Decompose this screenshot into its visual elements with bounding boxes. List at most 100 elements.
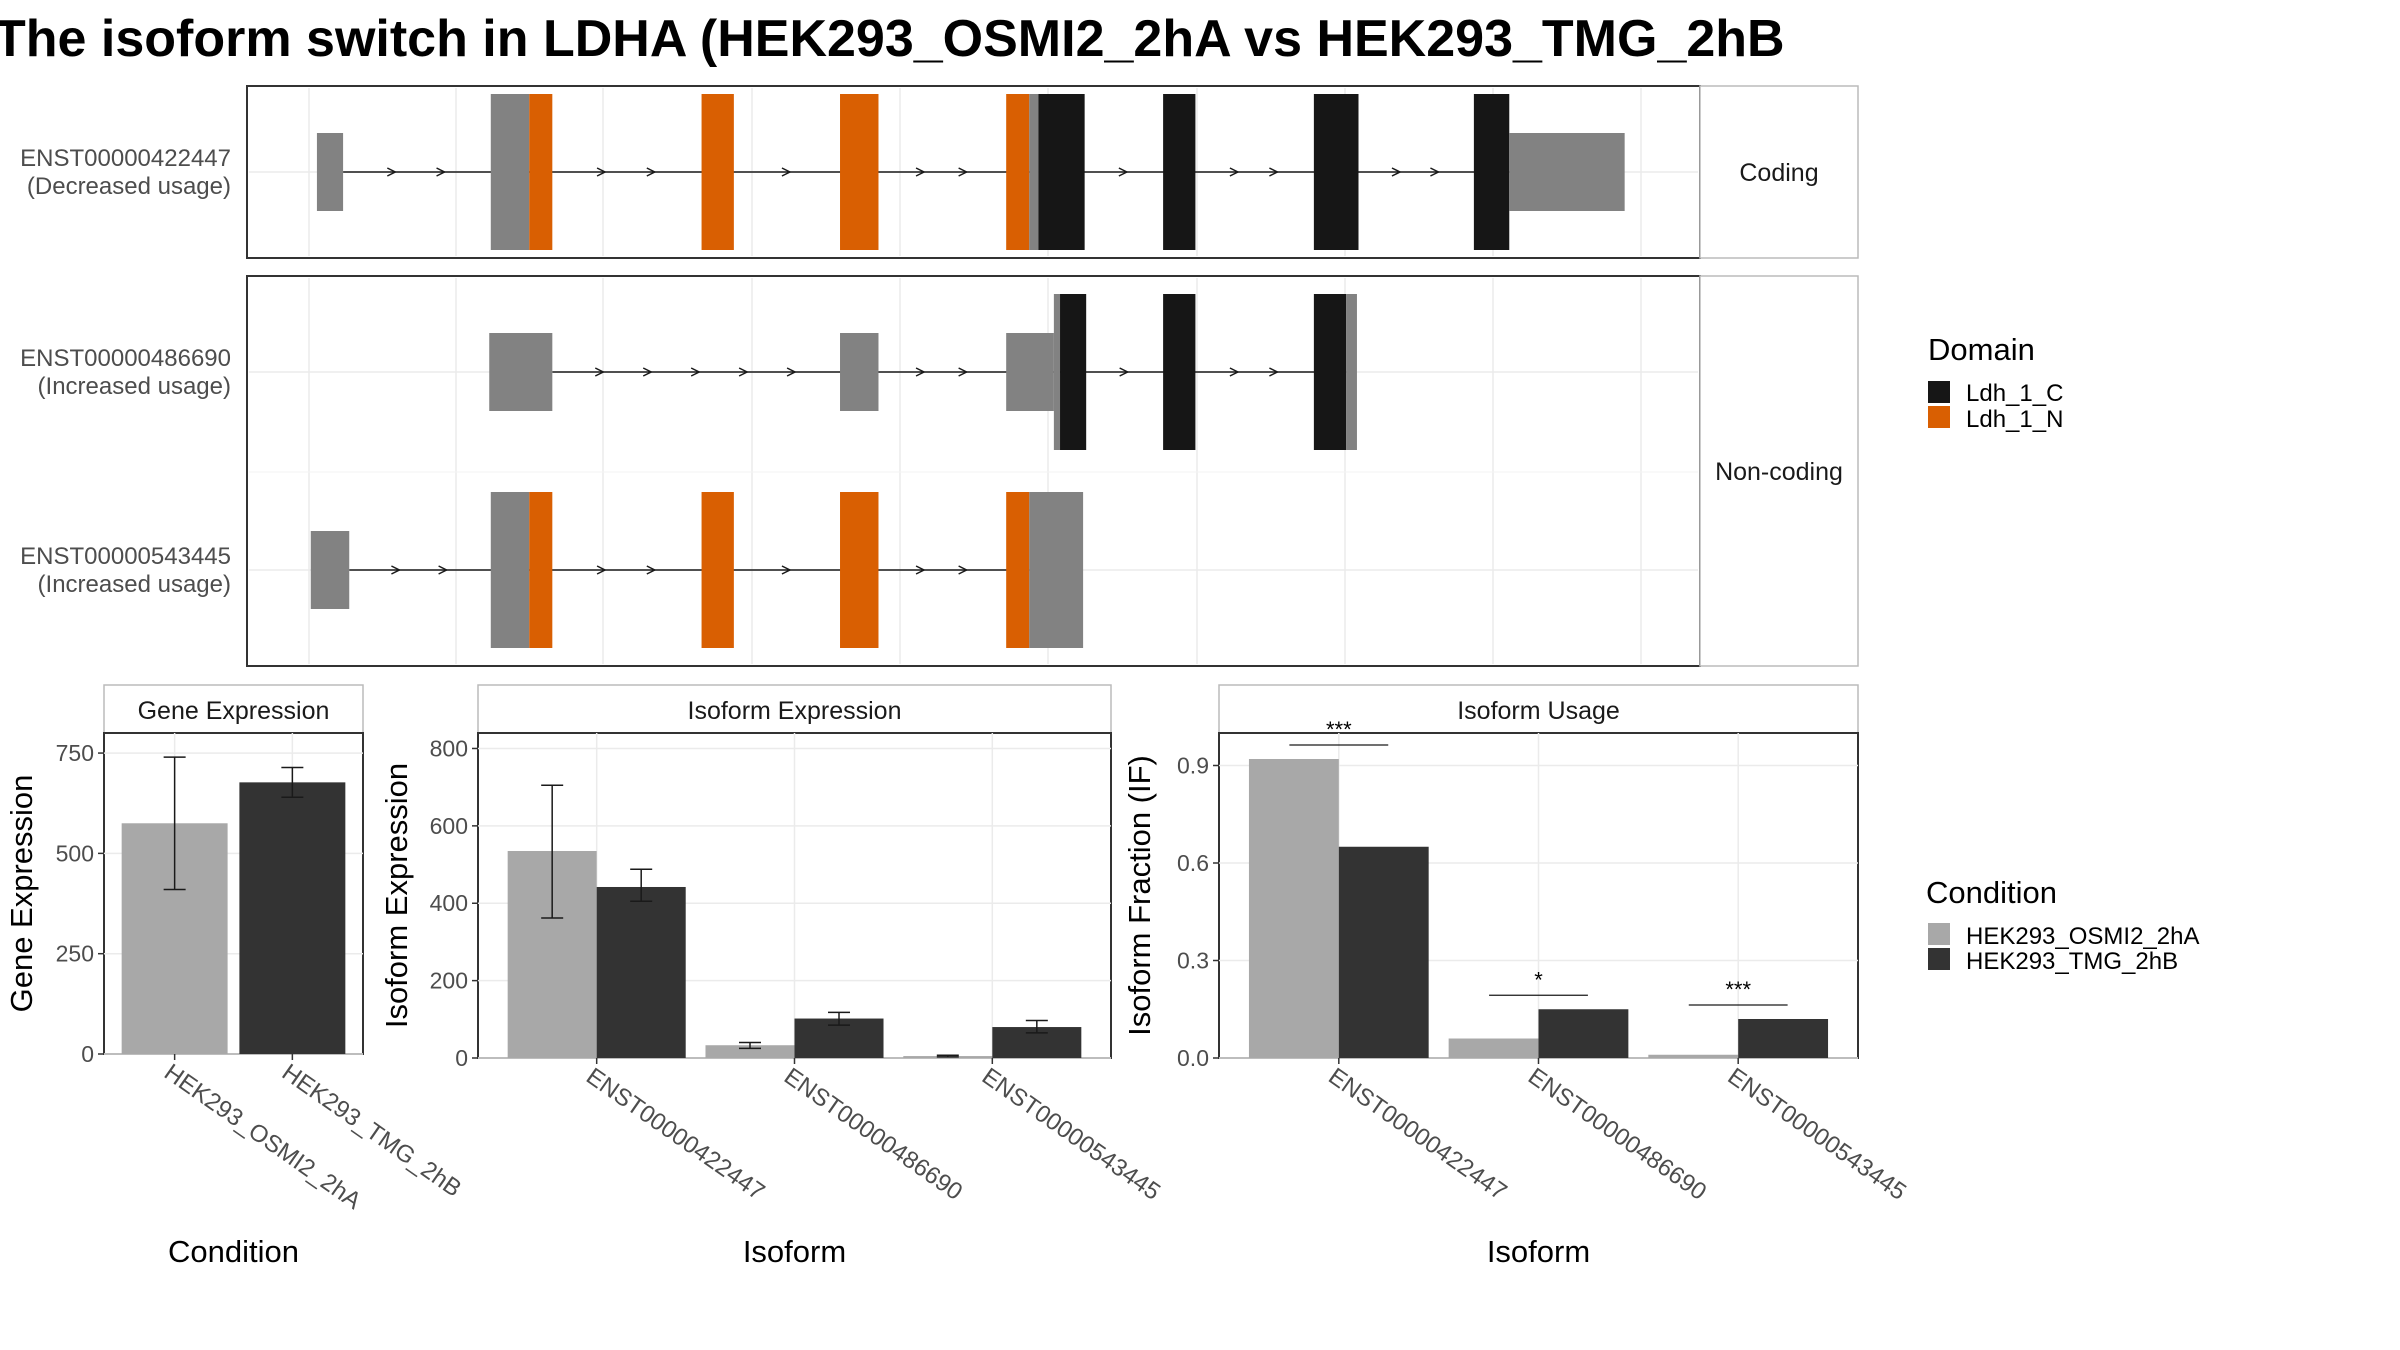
utr-exon [840,333,879,411]
x-tick-label: ENST00000486690 [779,1063,967,1206]
intron-arrow [646,565,657,575]
intron-arrow [594,367,605,377]
significance-label: *** [1326,717,1352,742]
intron-arrow [1269,167,1280,177]
coding-exon [1029,94,1039,250]
intron-arrow [642,367,653,377]
y-tick-label: 0 [455,1045,468,1071]
y-tick-label: 0.6 [1177,850,1209,876]
legend-key-ldh-1-c [1928,381,1950,403]
coding-exon [490,492,530,648]
intron-arrow [915,367,926,377]
figure-title: The isoform switch in LDHA (HEK293_OSMI2… [0,10,1785,68]
chart-title-strip [103,684,364,734]
ldh-1-c-domain [1060,294,1087,450]
ldh-1-c-domain [1163,294,1196,450]
y-tick-label: 750 [56,740,94,766]
intron-arrow [690,367,701,377]
noncoding-strip [1699,275,1859,667]
utr-exon [489,333,553,411]
ldh-1-n-domain [1006,94,1030,250]
legend-key-ldh-1-n [1928,406,1950,428]
domain-legend-title: Domain [1928,332,2035,367]
x-tick-label: ENST00000543445 [977,1063,1165,1206]
coding-strip-label: Coding [1739,159,1818,187]
y-tick-label: 0 [81,1041,94,1067]
intron-arrow [1119,367,1130,377]
ldh-1-n-domain [840,492,879,648]
bar [1248,759,1339,1058]
y-tick-label: 400 [430,890,468,916]
ldh-1-n-domain [1006,492,1030,648]
chart-title: Isoform Usage [1457,697,1620,725]
bar [1538,1009,1629,1058]
isoform-expression-chart: Isoform Expression 0 200 400 600 800 ENST00000… [379,684,1165,1269]
coding-exon [490,94,530,250]
chart-title: Isoform Expression [688,697,902,725]
intron-arrow [1118,167,1129,177]
y-tick-label: 800 [430,735,468,761]
legend-key-condition-a [1928,923,1950,945]
x-axis-title: Condition [168,1234,299,1269]
bar [705,1045,795,1058]
noncoding-strip-label: Non-coding [1715,458,1843,486]
ldh-1-c-domain [1038,94,1085,250]
y-axis-title: Gene Expression [4,775,39,1013]
intron-arrow [1229,167,1240,177]
x-axis-title: Isoform [743,1234,846,1269]
intron-arrow [646,167,657,177]
ldh-1-n-domain [529,492,553,648]
x-tick-label: HEK293_OSMI2_2hA [159,1059,366,1215]
y-axis-title: Isoform Expression [379,763,414,1028]
legend-key-condition-b [1928,948,1950,970]
intron-arrow [596,565,607,575]
y-tick-label: 500 [56,840,94,866]
ldh-1-c-domain [1163,94,1196,250]
x-axis-title: Isoform [1487,1234,1590,1269]
significance-label: * [1534,967,1543,992]
x-tick-label: ENST00000486690 [1523,1063,1711,1206]
condition-legend-title: Condition [1926,875,2057,910]
intron-arrow [786,367,797,377]
y-tick-label: 200 [430,968,468,994]
bar [1648,1054,1739,1058]
x-tick-label: ENST00000543445 [1723,1063,1911,1206]
bar [1738,1019,1829,1058]
isoform-usage-chart: Isoform Usage 0.0 0.3 0.6 0.9 ENST00000422447… [1122,684,1911,1269]
intron-arrow [386,167,397,177]
intron-arrow [1269,367,1280,377]
intron-arrow [915,167,926,177]
intron-arrow [781,167,792,177]
utr-exon [1006,333,1054,411]
ldh-1-c-domain [1473,94,1510,250]
y-axis-title: Isoform Fraction (IF) [1122,755,1157,1036]
legend-label-ldh-1-n: Ldh_1_N [1966,406,2063,433]
ldh-1-n-domain [701,492,734,648]
legend-label-condition-a: HEK293_OSMI2_2hA [1966,923,2199,950]
intron-arrow [596,167,607,177]
isoform-id-label: ENST00000543445 [20,543,231,570]
isoform-usage-label: (Decreased usage) [27,173,231,200]
intron-arrow [958,367,969,377]
condition-legend: Condition HEK293_OSMI2_2hA HEK293_TMG_2h… [1926,875,2199,975]
ldh-1-n-domain [701,94,734,250]
coding-exon [1029,492,1084,648]
ldh-1-c-domain [1313,294,1347,450]
y-tick-label: 600 [430,813,468,839]
intron-arrow [1430,167,1441,177]
isoform-id-label: ENST00000486690 [20,345,231,372]
domain-legend: Domain Ldh_1_C Ldh_1_N [1928,332,2063,433]
y-tick-label: 250 [56,941,94,967]
isoform-usage-label: (Increased usage) [38,373,231,400]
x-tick-label: ENST00000422447 [1323,1063,1511,1206]
isoform-id-label: ENST00000422447 [20,145,231,172]
isoform-usage-label: (Increased usage) [38,571,231,598]
intron-arrow [391,565,402,575]
chart-title: Gene Expression [138,697,330,725]
coding-exon [1346,294,1357,450]
bar [239,782,346,1054]
utr-exon [310,531,350,609]
coding-exon [1053,294,1061,450]
intron-arrow [436,167,447,177]
